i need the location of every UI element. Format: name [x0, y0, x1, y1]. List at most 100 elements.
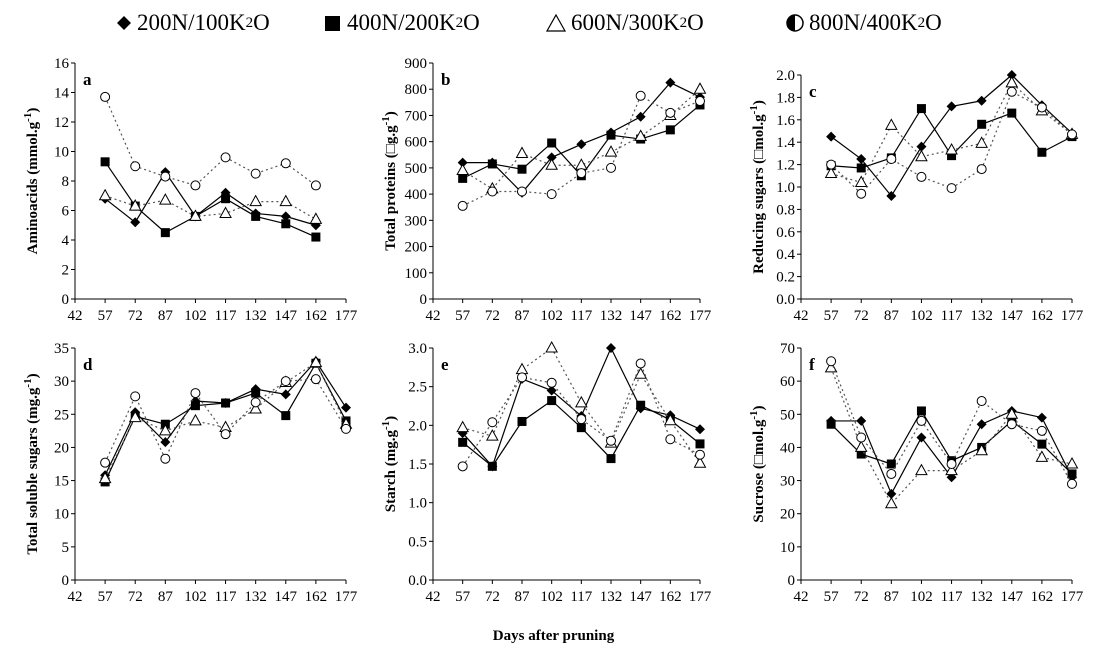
series-3 [98, 188, 323, 224]
data-point [976, 396, 987, 407]
x-tick-label: 72 [485, 308, 500, 324]
data-point [884, 118, 898, 130]
x-tick-label: 87 [515, 589, 531, 605]
data-point [634, 129, 648, 141]
x-tick-label: 87 [884, 308, 900, 324]
x-tick-label: 102 [910, 589, 933, 605]
x-tick-label: 57 [824, 589, 840, 605]
x-tick-label: 147 [1001, 308, 1024, 324]
data-point [485, 429, 499, 441]
data-point [1036, 425, 1047, 436]
data-point [547, 138, 557, 148]
x-tick-label: 117 [941, 589, 963, 605]
legend-entry-400n: 400N/200K 2 O [323, 8, 480, 38]
data-point [515, 362, 529, 375]
data-point [884, 496, 898, 509]
panel-a: 0 2 4 6 8 10 12 14 16 42 57 72 87 102 117 132 147 162 177 a… [22, 56, 358, 324]
data-point [128, 199, 142, 211]
y-tick-label: 900 [405, 56, 428, 72]
y-tick-label: 1.0 [776, 180, 795, 196]
series-line [104, 96, 317, 187]
data-point [976, 164, 987, 175]
series-4 [826, 86, 1077, 199]
legend-label: 200N/100K [137, 10, 246, 35]
data-point [946, 459, 957, 469]
y-axis-label: Sucrose (□mol.g-1) [748, 405, 767, 522]
legend: 200N/100K 2 O 400N/200K 2 O 600N/300K 2 O 800N… [0, 0, 1107, 44]
series-4 [457, 358, 705, 472]
data-point [190, 401, 200, 411]
data-point [517, 186, 527, 197]
y-tick-label: 4 [62, 233, 70, 249]
y-tick-label: 3.0 [408, 341, 427, 357]
x-tick-label: 72 [128, 589, 143, 605]
data-point [1037, 439, 1047, 449]
data-point [456, 420, 470, 433]
y-tick-label: 2.5 [408, 380, 427, 396]
data-point [634, 367, 648, 379]
data-point [341, 402, 351, 413]
y-tick-label: 0.2 [776, 270, 795, 286]
legend-label: 400N/200K [347, 10, 456, 35]
y-tick-label: 600 [405, 135, 428, 151]
data-point [547, 396, 557, 406]
data-point [975, 136, 989, 148]
x-tick-label: 117 [215, 308, 237, 324]
x-tick-label: 117 [941, 308, 963, 324]
data-point [487, 186, 498, 197]
y-tick-label: 0 [62, 573, 70, 589]
x-tick-label: 162 [305, 308, 328, 324]
panel-d: 0 5 10 15 20 25 30 35 42 57 72 87 102 117 132 147 162 177… [22, 341, 358, 605]
data-point [487, 417, 498, 428]
y-axis-label: Starch (mg.g-1) [380, 416, 399, 512]
data-point [916, 432, 927, 443]
x-tick-label: 162 [659, 589, 682, 605]
series-4 [100, 374, 351, 468]
panel-letter: a [83, 70, 92, 89]
square-marker-icon [325, 16, 340, 31]
x-tick-label: 102 [184, 308, 207, 324]
data-point [458, 173, 468, 183]
data-point [280, 211, 291, 222]
data-point [826, 131, 837, 142]
data-point [160, 453, 171, 464]
data-point [976, 95, 987, 106]
data-point [1006, 70, 1017, 80]
data-point [130, 161, 141, 172]
data-point [945, 463, 958, 476]
data-point [457, 200, 468, 211]
data-point [854, 440, 868, 452]
data-point [1036, 412, 1047, 423]
y-tick-label: 1.6 [776, 113, 795, 129]
data-point [947, 151, 957, 161]
data-point [100, 457, 111, 468]
y-tick-label: 10 [780, 540, 795, 556]
data-point [487, 159, 497, 169]
data-point [826, 419, 836, 429]
legend-entry-600n: 600N/300K 2 O [545, 8, 704, 38]
data-point [457, 461, 468, 472]
x-tick-label: 177 [689, 589, 712, 605]
data-point [856, 432, 867, 443]
data-point [975, 443, 989, 456]
data-point [576, 168, 587, 179]
data-point [665, 77, 676, 88]
x-tick-label: 147 [275, 589, 298, 605]
data-point [665, 434, 676, 445]
y-tick-label: 200 [405, 240, 428, 256]
x-tick-label: 102 [184, 589, 207, 605]
data-point [546, 152, 557, 163]
y-tick-label: 0.8 [776, 202, 795, 218]
y-tick-label: 0 [62, 292, 70, 308]
y-tick-label: 0.4 [776, 247, 795, 263]
series-3 [456, 340, 707, 468]
series-4 [826, 356, 1077, 489]
series-line [104, 195, 317, 220]
legend-entry-800n: 800N/400K 2 O [785, 8, 942, 38]
data-point [604, 145, 618, 157]
y-tick-label: 60 [780, 374, 795, 390]
panel-letter: e [441, 355, 449, 374]
data-point [281, 219, 291, 229]
y-tick-label: 500 [405, 161, 428, 177]
panel-c: 0.0 0.2 0.4 0.6 0.8 1.0 1.2 1.4 1.6 1.8 2.0 42 57 72 8… [748, 68, 1084, 324]
